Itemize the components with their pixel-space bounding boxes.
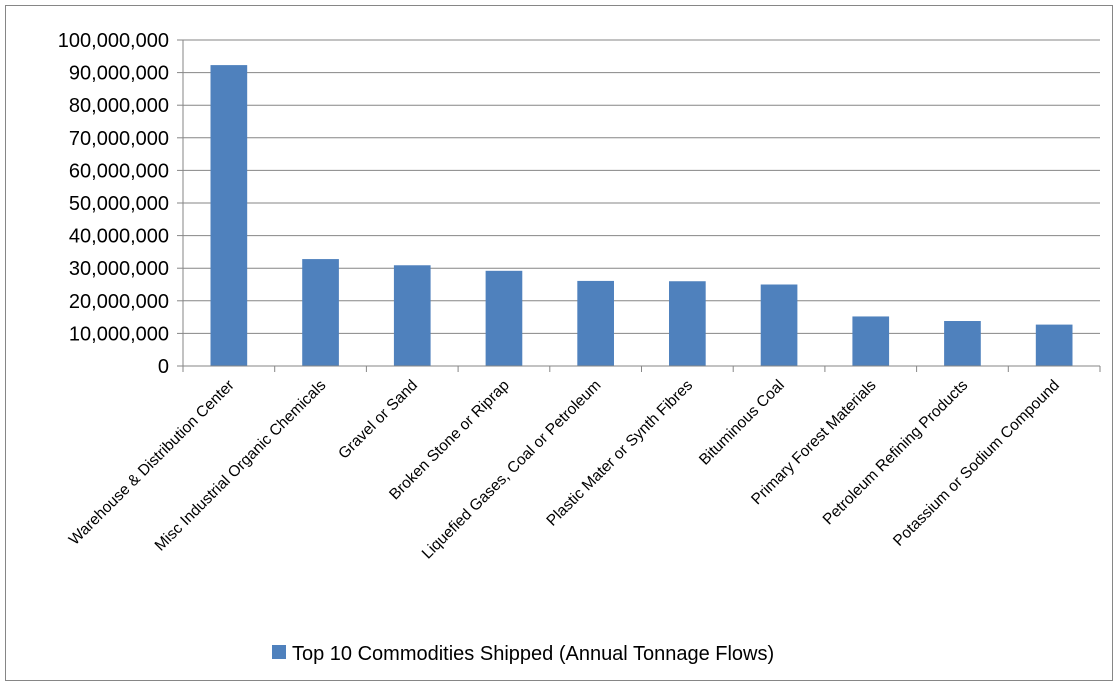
y-tick-label: 70,000,000 [69,128,169,150]
y-tick-label: 0 [158,356,169,378]
bar [669,281,706,366]
bar [485,270,523,366]
bars [210,65,1073,367]
bar [210,65,248,367]
legend: Top 10 Commodities Shipped (Annual Tonna… [272,643,774,665]
y-axis-tick-labels: 0 10,000,000 20,000,000 30,000,000 40,000,00… [58,30,169,378]
y-tick-label: 20,000,000 [69,291,169,313]
chart-area [5,5,1113,681]
x-category-label: Plastic Mater or Synth Fibres [543,377,696,530]
x-category-label: Misc Industrial Organic Chemicals [152,377,330,555]
y-tick-label: 80,000,000 [69,95,169,117]
y-tick-label: 10,000,000 [69,323,169,345]
bar [302,259,339,366]
y-tick-label: 90,000,000 [69,63,169,85]
x-category-label: Bituminous Coal [696,377,788,469]
y-tick-label: 60,000,000 [69,160,169,182]
x-category-label: Gravel or Sand [335,377,421,463]
bar [577,280,614,366]
bar [944,321,981,366]
legend-label: Top 10 Commodities Shipped (Annual Tonna… [292,643,774,665]
x-category-label: Liquefied Gases, Coal or Petroleum [419,377,605,563]
y-tick-label: 30,000,000 [69,258,169,280]
y-tick-label: 50,000,000 [69,193,169,215]
bar [393,265,431,366]
legend-swatch [272,645,286,659]
axes [177,39,1101,372]
bar [1035,324,1073,366]
x-category-label: Petroleum Refining Products [820,377,972,529]
bar [760,284,798,366]
y-tick-label: 100,000,000 [58,30,169,52]
bar [852,316,890,366]
x-category-label: Potassium or Sodium Compound [890,377,1063,550]
x-category-label: Warehouse & Distribution Center [66,377,238,549]
y-tick-label: 40,000,000 [69,226,169,248]
